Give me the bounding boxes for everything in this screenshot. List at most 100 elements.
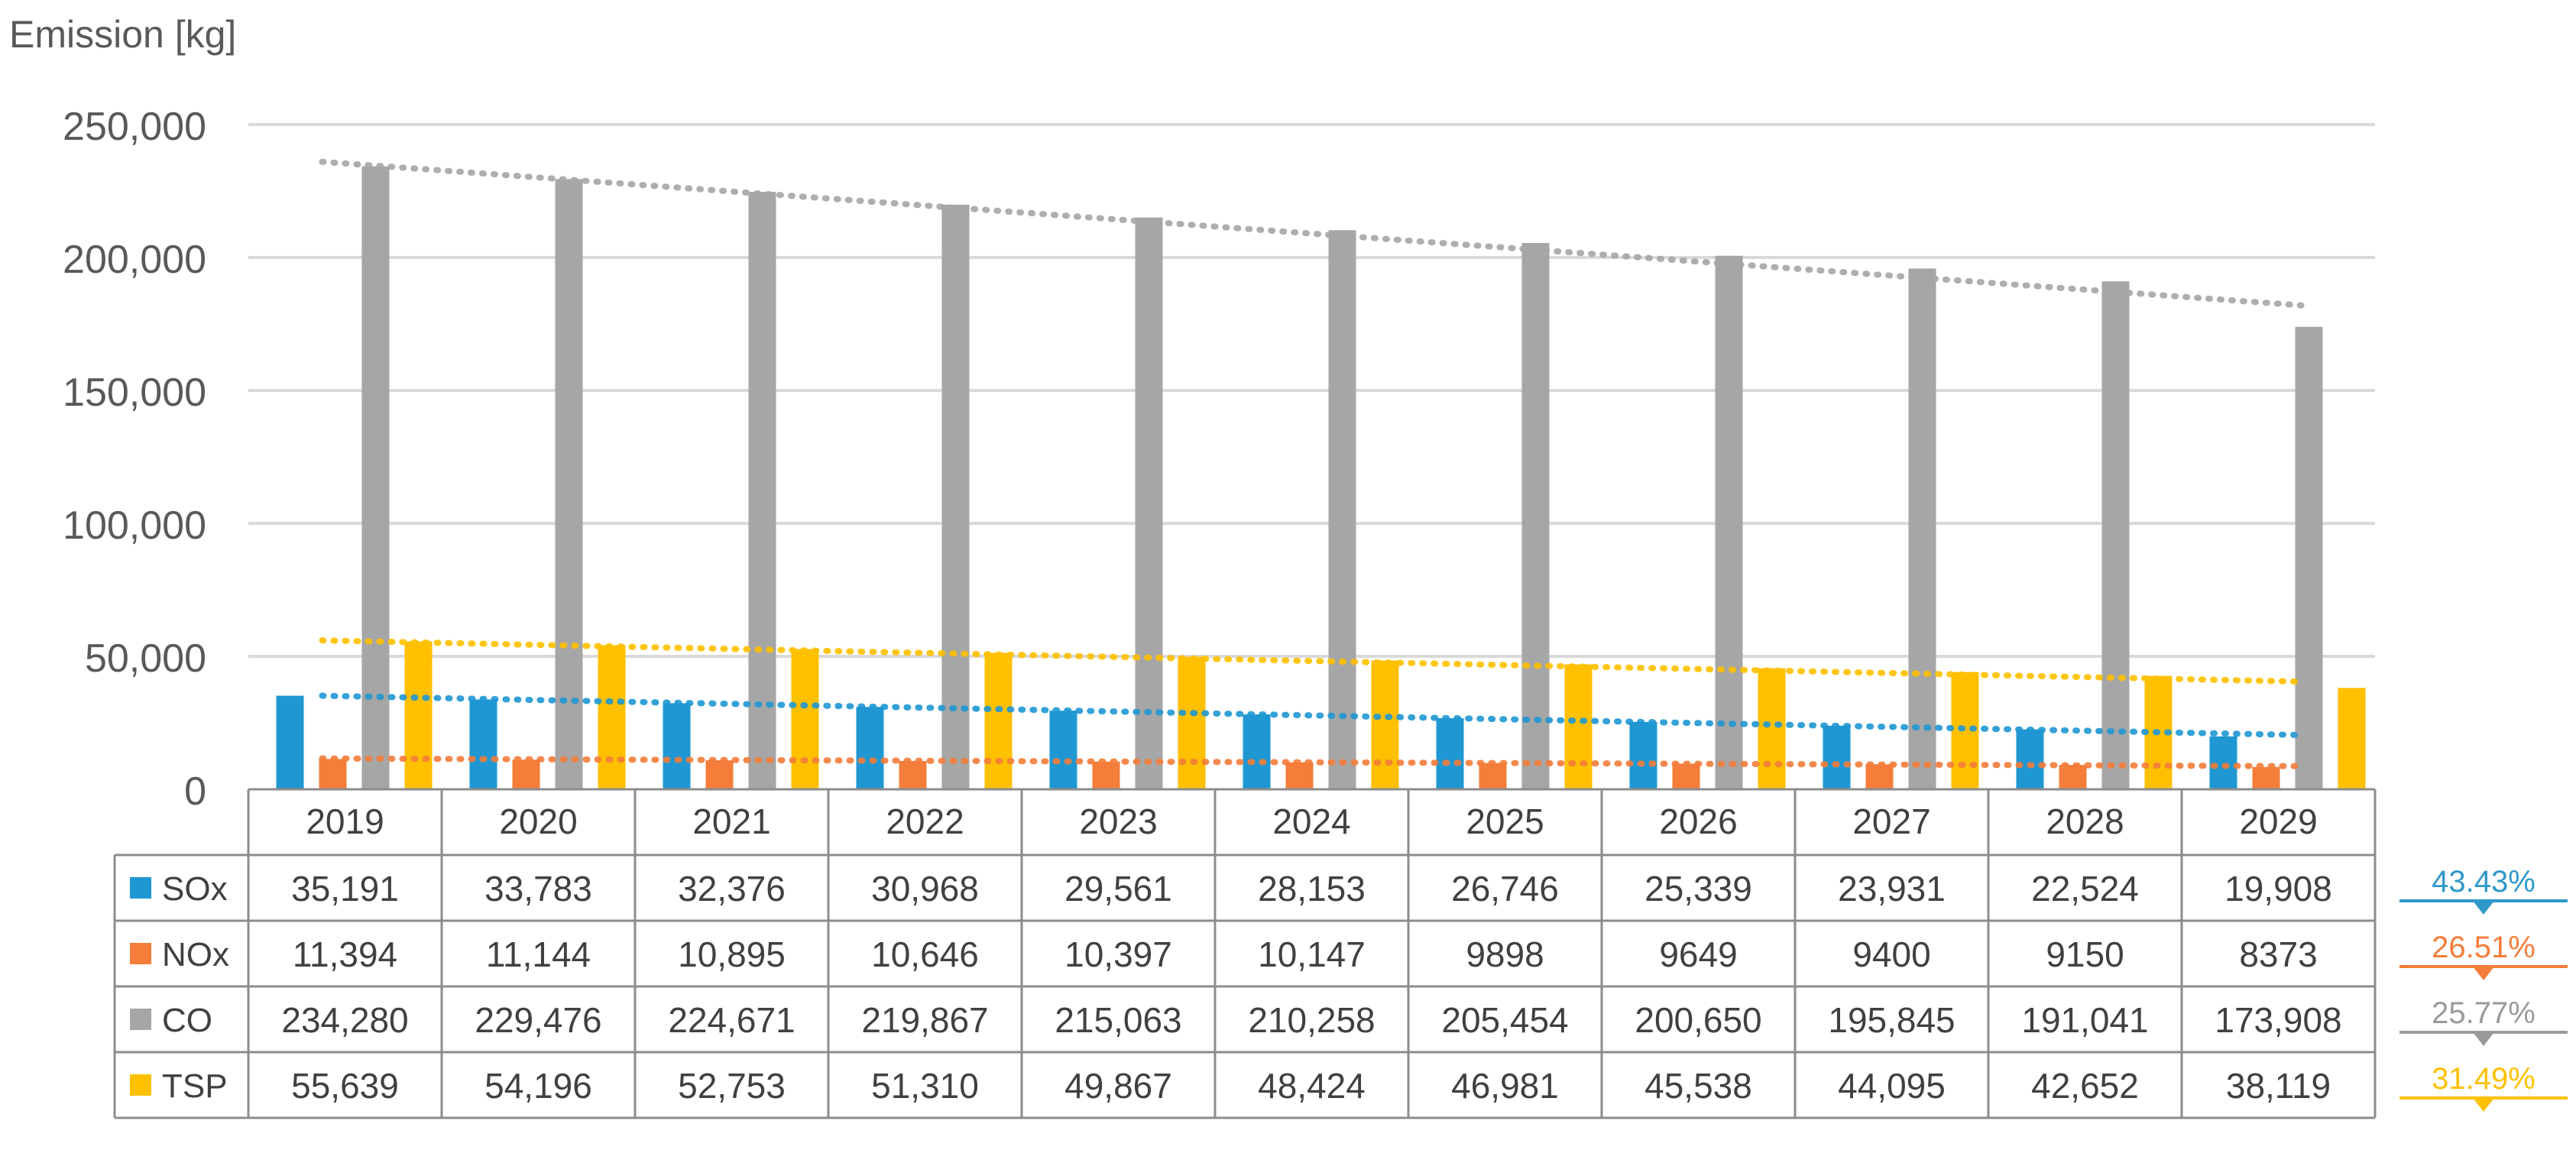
bar-nox	[1865, 764, 1894, 789]
bar-nox	[899, 760, 927, 789]
bar-sox	[1629, 721, 1657, 789]
x-tick-label: 2029	[2239, 802, 2317, 841]
data-label: 10,646	[871, 934, 979, 974]
data-label: 38,119	[2226, 1066, 2331, 1106]
bar-sox	[469, 699, 497, 789]
bar-nox	[319, 759, 347, 789]
bar-sox	[1049, 711, 1077, 789]
x-tick-label: 2020	[499, 802, 577, 841]
bar-co	[1521, 243, 1550, 789]
data-label: 215,063	[1055, 1000, 1181, 1040]
data-label: 45,538	[1644, 1066, 1752, 1106]
trendline-nox	[319, 755, 2305, 769]
down-arrow-icon	[2473, 1098, 2494, 1112]
reduction-label-tsp: 31.49%	[2432, 1062, 2535, 1096]
legend-key-co	[130, 1009, 151, 1030]
bar-co	[555, 179, 583, 789]
data-label: 200,650	[1635, 1000, 1761, 1040]
legend-label-sox: SOx	[162, 870, 228, 908]
x-tick-label: 2024	[1272, 802, 1350, 841]
bar-sox	[1823, 725, 1851, 789]
data-label: 205,454	[1441, 1000, 1568, 1040]
y-tick-label: 100,000	[63, 504, 206, 548]
y-tick-label: 250,000	[63, 105, 206, 149]
bar-tsp	[2338, 688, 2366, 789]
data-label: 32,376	[678, 869, 786, 908]
legend-key-sox	[130, 877, 151, 899]
data-label: 22,524	[2031, 869, 2139, 908]
x-tick-label: 2026	[1659, 802, 1737, 841]
data-label: 49,867	[1064, 1066, 1172, 1106]
data-label: 195,845	[1828, 1000, 1955, 1040]
down-arrow-icon	[2473, 1032, 2494, 1046]
data-label: 30,968	[871, 869, 979, 908]
bar-nox	[2252, 766, 2280, 789]
trendline-co	[319, 158, 2305, 309]
data-label: 8373	[2239, 934, 2317, 974]
data-label: 11,394	[293, 934, 397, 974]
legend-key-tsp	[130, 1074, 151, 1096]
trendline-tsp	[319, 637, 2305, 685]
legend-key-nox	[130, 943, 151, 964]
bar-sox	[856, 707, 884, 789]
bar-sox	[663, 703, 691, 789]
bar-co	[2101, 281, 2130, 789]
bar-nox	[1479, 763, 1507, 789]
data-label: 52,753	[678, 1066, 786, 1106]
x-tick-label: 2021	[692, 802, 770, 841]
down-arrow-icon	[2473, 901, 2494, 915]
y-tick-label: 0	[184, 769, 206, 814]
data-label: 42,652	[2031, 1066, 2139, 1106]
bar-tsp	[984, 653, 1013, 789]
bar-nox	[1285, 762, 1314, 789]
reduction-label-nox: 26.51%	[2432, 931, 2535, 964]
bar-co	[748, 192, 776, 790]
data-label: 9150	[2046, 934, 2124, 974]
x-tick-label: 2019	[306, 802, 384, 841]
y-tick-label: 200,000	[63, 238, 206, 282]
bar-nox	[1672, 763, 1700, 789]
data-label: 10,895	[678, 934, 786, 974]
bar-co	[2295, 326, 2323, 789]
data-label: 54,196	[484, 1066, 592, 1106]
bar-nox	[2059, 765, 2087, 789]
data-label: 173,908	[2215, 1000, 2341, 1040]
reduction-label-co: 25.77%	[2432, 996, 2535, 1030]
data-label: 25,339	[1644, 869, 1752, 908]
legend-label-nox: NOx	[162, 936, 229, 973]
bar-nox	[1092, 761, 1120, 789]
bar-sox	[1243, 714, 1271, 789]
bar-nox	[705, 760, 734, 789]
y-axis-title: Emission [kg]	[9, 13, 236, 56]
reduction-label-sox: 43.43%	[2432, 865, 2535, 899]
data-label: 29,561	[1064, 869, 1172, 908]
data-label: 28,153	[1258, 869, 1366, 908]
data-label: 191,041	[2021, 1000, 2148, 1040]
bar-co	[1135, 217, 1163, 789]
data-label: 10,147	[1258, 934, 1366, 974]
bar-co	[1328, 230, 1356, 790]
data-label: 26,746	[1451, 869, 1559, 908]
data-label: 35,191	[291, 869, 399, 908]
data-label: 55,639	[291, 1066, 399, 1106]
data-label: 46,981	[1451, 1066, 1559, 1106]
bar-tsp	[791, 649, 819, 789]
bar-sox	[2016, 729, 2044, 789]
bar-co	[361, 166, 390, 790]
y-tick-label: 150,000	[63, 371, 206, 415]
x-tick-label: 2025	[1466, 802, 1544, 841]
bar-tsp	[598, 645, 626, 789]
legend-label-tsp: TSP	[162, 1067, 228, 1105]
data-label: 234,280	[281, 1000, 408, 1040]
data-label: 10,397	[1064, 934, 1172, 974]
legend-label-co: CO	[162, 1002, 212, 1039]
trendline-sox	[319, 692, 2305, 739]
bar-co	[1908, 268, 1936, 789]
data-label: 33,783	[484, 869, 592, 908]
data-label: 48,424	[1258, 1066, 1366, 1106]
data-label: 51,310	[871, 1066, 979, 1106]
data-label: 219,867	[861, 1000, 988, 1040]
bar-sox	[276, 695, 304, 789]
data-label: 19,908	[2224, 869, 2332, 908]
bar-tsp	[1178, 656, 1206, 789]
